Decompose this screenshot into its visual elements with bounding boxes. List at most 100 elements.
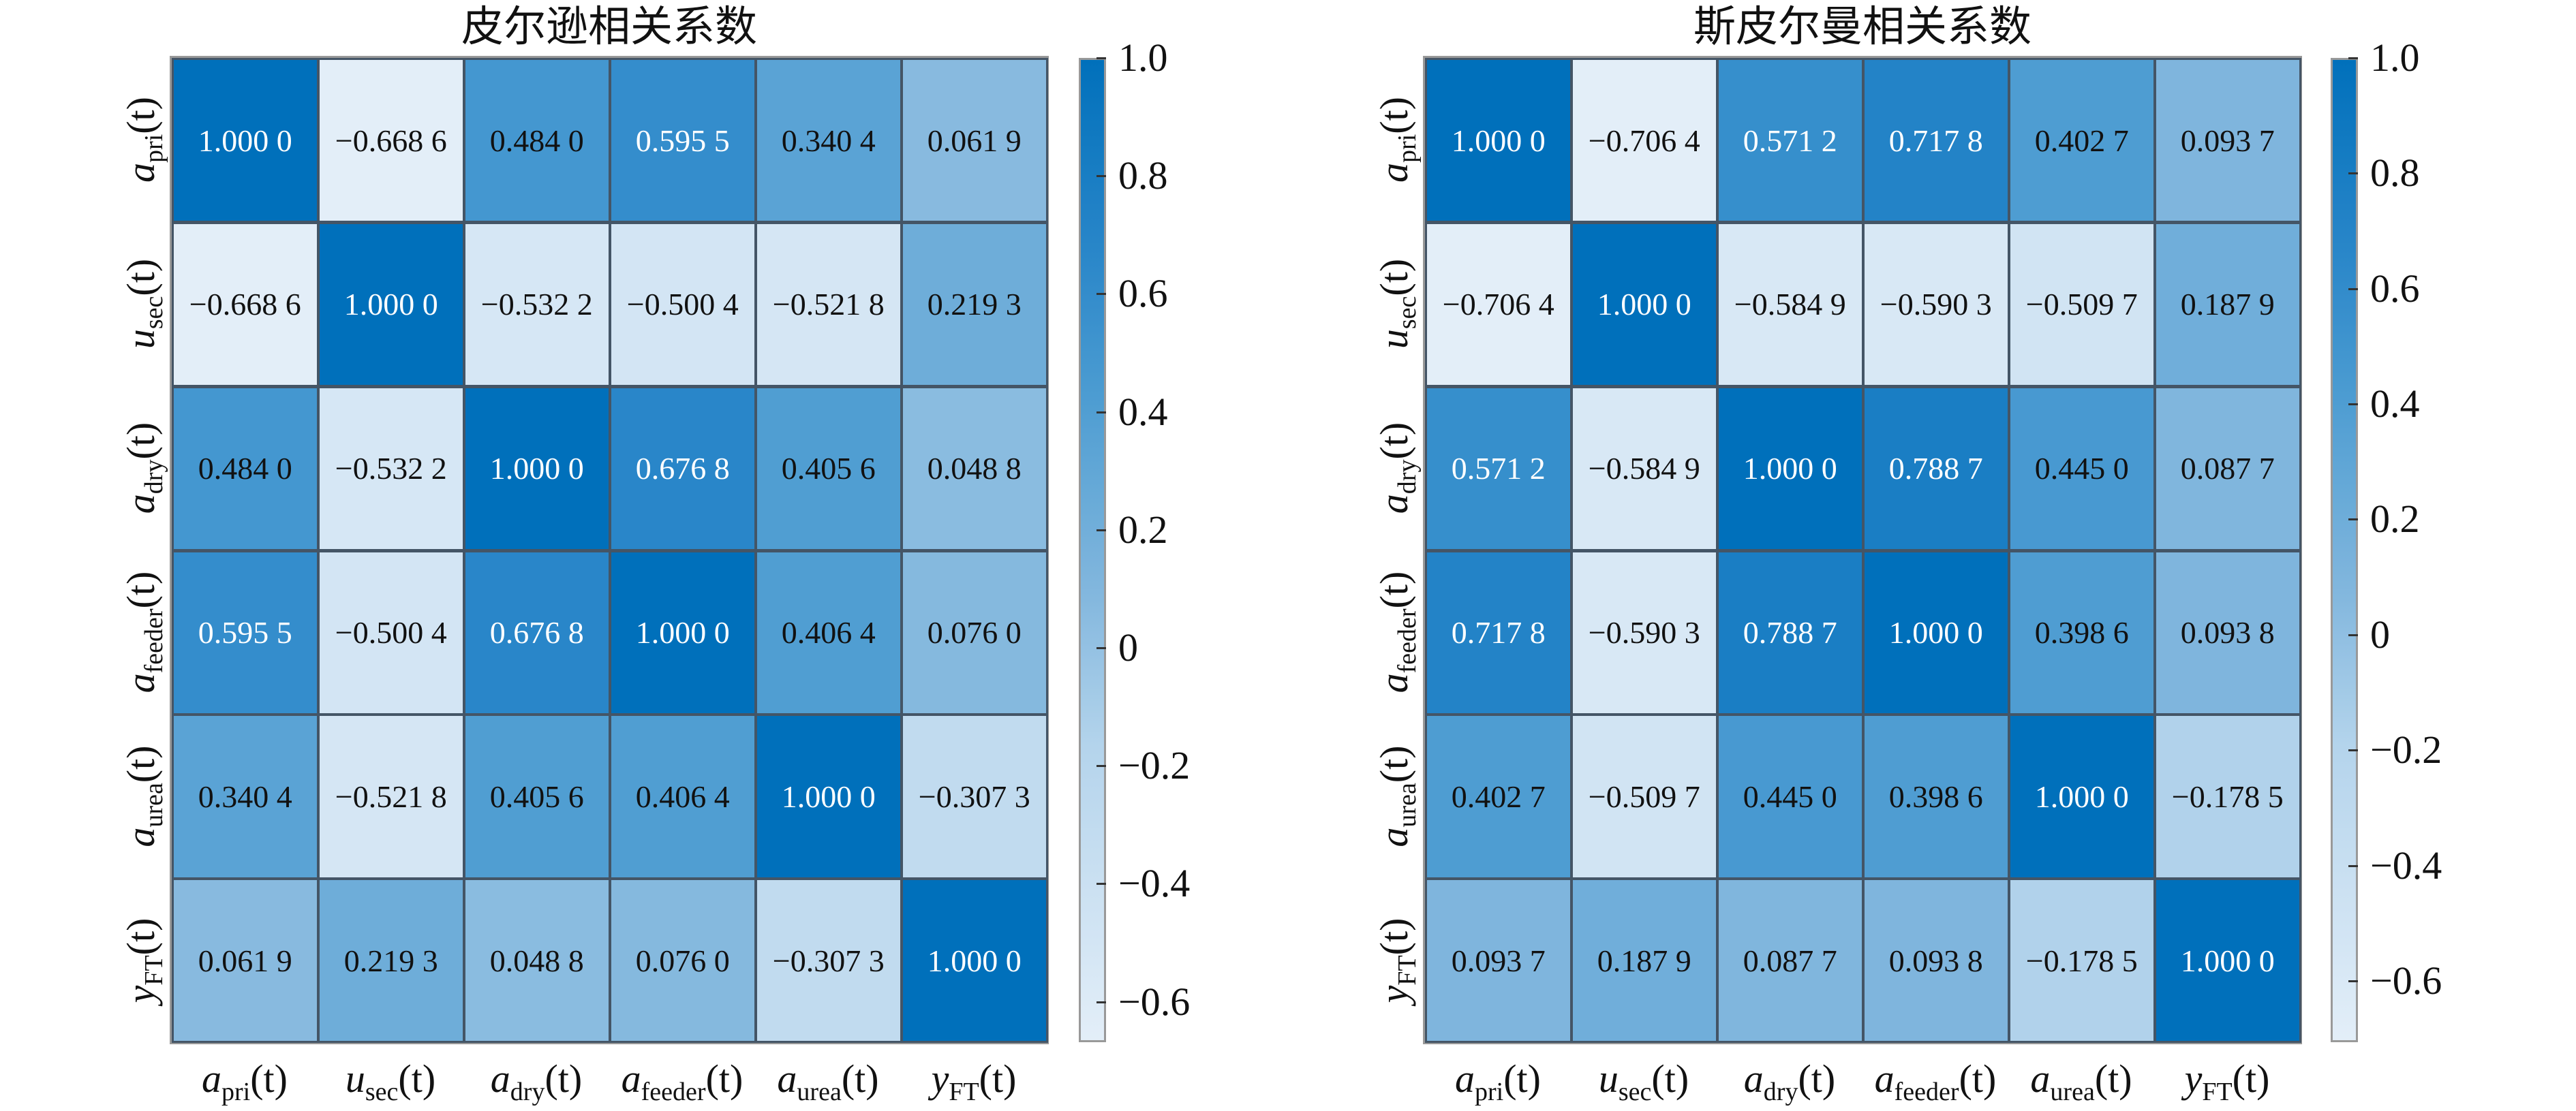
- colorbar-tick-label: 0.2: [2370, 497, 2420, 542]
- colorbar-tick: [1097, 57, 1106, 59]
- label-base: a: [1874, 1057, 1895, 1101]
- label-argument: (t): [119, 571, 163, 609]
- heatmap-cell: 0.048 8: [901, 386, 1048, 551]
- colorbar-tick: [2348, 172, 2358, 175]
- heatmap-cell: 1.000 0: [318, 221, 465, 388]
- label-base: a: [1372, 494, 1416, 514]
- x-tick-label: yFT(t): [2154, 1056, 2300, 1107]
- label-subscript: urea: [2050, 1078, 2095, 1106]
- label-subscript: feeder: [1894, 1078, 1959, 1106]
- heatmap-cell: 0.187 9: [1571, 878, 1718, 1044]
- colorbar-tick-label: 0: [2370, 612, 2390, 657]
- label-base: a: [1372, 163, 1416, 183]
- label-argument: (t): [1372, 97, 1416, 135]
- colorbar-tick: [1097, 646, 1106, 649]
- heatmap-cell: −0.584 9: [1571, 386, 1718, 551]
- heatmap-cell: −0.532 2: [463, 221, 611, 388]
- y-tick-label: yFT(t): [114, 858, 168, 1063]
- label-argument: (t): [398, 1057, 436, 1101]
- heatmap-cell: −0.532 2: [318, 386, 465, 551]
- colorbar-tick: [1097, 529, 1106, 531]
- heatmap-cell: 1.000 0: [1862, 550, 2010, 715]
- label-argument: (t): [1798, 1057, 1836, 1101]
- label-subscript: urea: [1393, 782, 1422, 828]
- label-base: a: [490, 1057, 510, 1101]
- label-base: u: [345, 1057, 365, 1101]
- heatmap-cell: 1.000 0: [1717, 386, 1864, 551]
- heatmap-cell: −0.706 4: [1571, 58, 1718, 223]
- heatmap-cell: 0.076 0: [901, 550, 1048, 715]
- label-base: y: [2184, 1057, 2203, 1101]
- heatmap-cell: 0.406 4: [609, 714, 756, 879]
- label-base: a: [119, 673, 163, 693]
- colorbar-tick-label: −0.6: [2370, 958, 2442, 1003]
- label-argument: (t): [1372, 571, 1416, 609]
- heatmap-cell: 0.093 8: [1862, 878, 2010, 1044]
- heatmap-cell: −0.178 5: [2008, 878, 2156, 1044]
- x-tick-label: usec(t): [1571, 1056, 1717, 1107]
- heatmap-cell: 0.445 0: [2008, 386, 2156, 551]
- label-base: a: [2030, 1057, 2051, 1101]
- chart-title: 皮尔逊相关系数: [461, 4, 757, 50]
- label-argument: (t): [119, 97, 163, 135]
- label-argument: (t): [119, 259, 163, 296]
- heatmap-cell: 1.000 0: [1571, 221, 1718, 388]
- x-tick-label: usec(t): [318, 1056, 463, 1107]
- label-base: u: [119, 329, 163, 349]
- heatmap-cell: 0.061 9: [901, 58, 1048, 223]
- heatmap-cell: 1.000 0: [1425, 58, 1572, 223]
- label-argument: (t): [1372, 422, 1416, 460]
- colorbar-tick-label: 1.0: [1118, 35, 1168, 80]
- colorbar-tick: [2348, 403, 2358, 406]
- heatmap-cell: 0.093 7: [2154, 58, 2301, 223]
- heatmap-cell: 0.445 0: [1717, 714, 1864, 879]
- heatmap-cell: −0.509 7: [2008, 221, 2156, 388]
- colorbar-tick-label: 0.8: [1118, 153, 1168, 198]
- heatmap-cell: 0.340 4: [755, 58, 902, 223]
- heatmap-grid: 1.000 0 −0.668 6 0.484 0 0.595 5 0.340 4 0.06…: [172, 58, 1048, 1044]
- colorbar-tick: [2348, 287, 2358, 290]
- label-argument: (t): [119, 422, 163, 460]
- heatmap-cell: 0.405 6: [463, 714, 611, 879]
- label-subscript: feeder: [140, 608, 168, 674]
- x-tick-label: yFT(t): [901, 1056, 1047, 1107]
- heatmap-cell: 0.219 3: [318, 878, 465, 1044]
- colorbar-tick-label: −0.4: [2370, 843, 2442, 888]
- x-tick-label: afeeder(t): [609, 1056, 755, 1107]
- heatmap-cell: 1.000 0: [2154, 878, 2301, 1044]
- heatmap-cell: 0.048 8: [463, 878, 611, 1044]
- heatmap-cell: 1.000 0: [609, 550, 756, 715]
- heatmap-cell: −0.500 4: [609, 221, 756, 388]
- label-subscript: urea: [797, 1078, 842, 1106]
- label-subscript: pri: [1393, 134, 1422, 163]
- heatmap-cell: 0.571 2: [1717, 58, 1864, 223]
- label-subscript: pri: [221, 1078, 251, 1106]
- heatmap-cell: 0.595 5: [609, 58, 756, 223]
- colorbar-tick: [2348, 518, 2358, 521]
- label-argument: (t): [979, 1057, 1017, 1101]
- colorbar-tick-label: −0.6: [1118, 979, 1191, 1024]
- label-subscript: FT: [140, 954, 168, 986]
- heatmap-cell: 0.676 8: [463, 550, 611, 715]
- label-subscript: sec: [140, 296, 168, 330]
- colorbar: [1079, 58, 1106, 1042]
- heatmap-cell: −0.521 8: [318, 714, 465, 879]
- label-subscript: FT: [949, 1078, 979, 1106]
- label-base: a: [202, 1057, 222, 1101]
- heatmap-cell: 0.788 7: [1862, 386, 2010, 551]
- colorbar-tick-label: 1.0: [2370, 35, 2420, 80]
- x-tick-label: aurea(t): [755, 1056, 901, 1107]
- label-base: y: [119, 985, 163, 1003]
- heatmap-cell: −0.706 4: [1425, 221, 1572, 388]
- heatmap-cell: −0.590 3: [1571, 550, 1718, 715]
- label-argument: (t): [705, 1057, 743, 1101]
- label-base: y: [1372, 985, 1416, 1003]
- colorbar-tick-label: 0.6: [1118, 271, 1168, 316]
- label-argument: (t): [1959, 1057, 1997, 1101]
- label-base: a: [1743, 1057, 1764, 1101]
- heatmap-cell: −0.178 5: [2154, 714, 2301, 879]
- label-base: a: [621, 1057, 641, 1101]
- colorbar-tick: [1097, 175, 1106, 178]
- label-argument: (t): [1372, 745, 1416, 783]
- colorbar-tick: [2348, 980, 2358, 982]
